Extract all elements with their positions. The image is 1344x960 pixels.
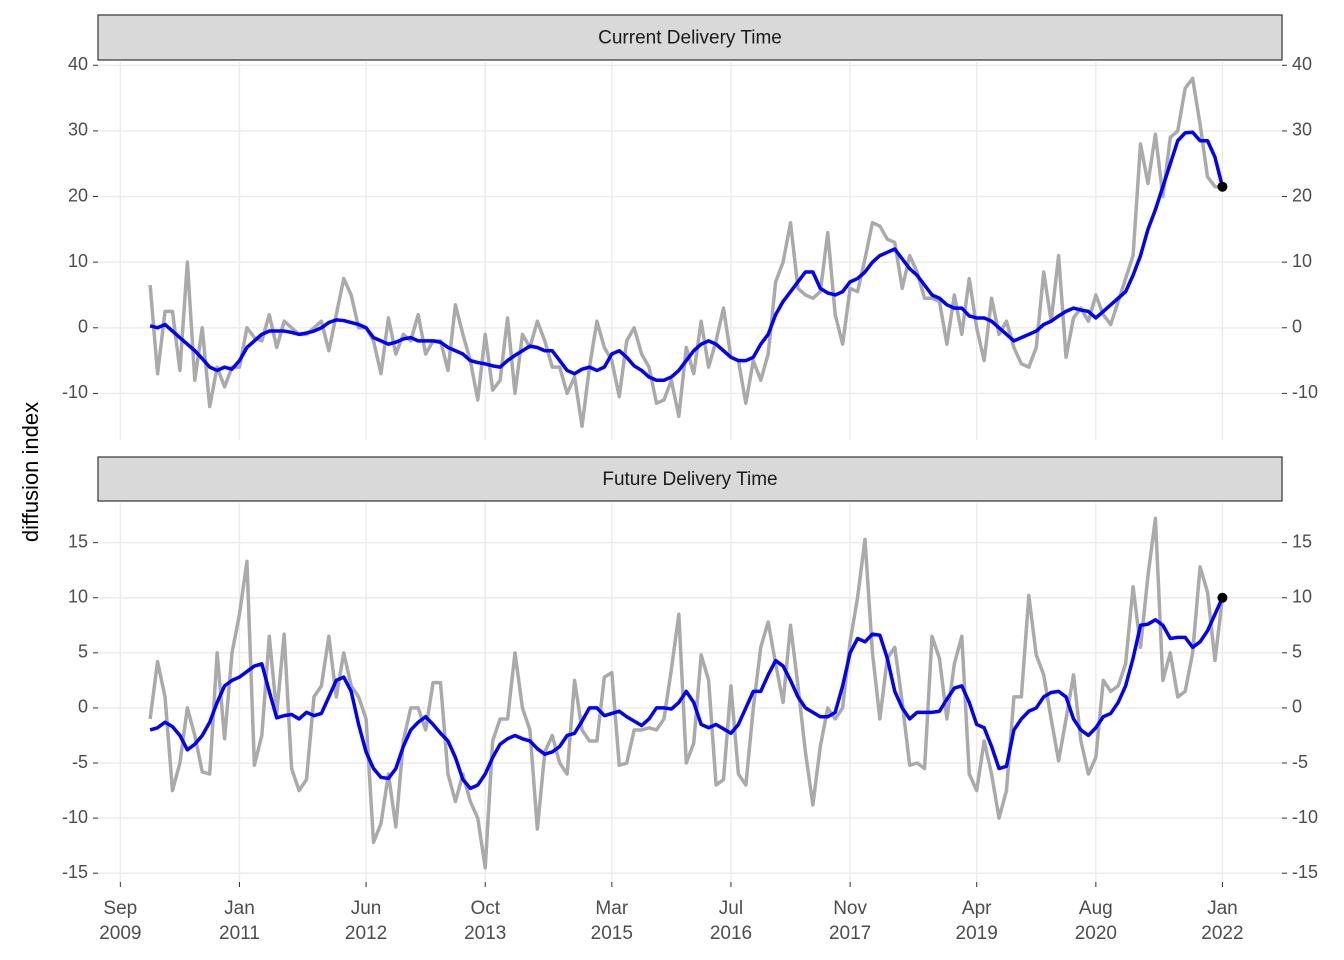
series-line [148,516,1225,870]
x-tick-label: Sep 2009 [99,898,142,944]
y2-tick-label: 0 [1292,697,1302,717]
y2-tick-label: -10 [1292,382,1318,402]
y2-tick-label: 0 [1292,317,1302,337]
x-tick-label: Apr 2019 [955,898,998,944]
y-tick-label: 15 [68,531,88,551]
series-line [148,76,1223,428]
y-tick-label: -10 [62,807,88,827]
y2-tick-label: -5 [1292,752,1308,772]
x-tick-label: Jan 2022 [1201,898,1244,944]
y-tick-label: 20 [68,185,88,205]
strip [97,456,1283,502]
y-tick-label: 30 [68,120,88,140]
x-tick-label: Mar 2015 [590,898,633,944]
end-point [1217,181,1228,192]
y2-tick-label: 5 [1292,642,1302,662]
y2-tick-label: 20 [1292,185,1312,205]
y2-tick-label: 30 [1292,120,1312,140]
y-tick-label: 10 [68,587,88,607]
y2-tick-label: 10 [1292,587,1312,607]
y2-tick-label: 40 [1292,54,1312,74]
panel-title: Future Delivery Time [602,469,777,490]
y-tick-label: 10 [68,251,88,271]
x-tick-label: Nov 2017 [828,898,872,944]
y-tick-label: 5 [78,642,88,662]
x-tick-label: Jul 2016 [709,898,753,944]
y-tick-label: -15 [62,862,88,882]
end-point [1217,592,1228,603]
y-tick-label: -10 [62,382,88,402]
y2-tick-label: 15 [1292,531,1312,551]
y-tick-label: -5 [72,752,88,772]
strip [97,14,1283,61]
x-tick-label: Jan 2011 [219,898,260,944]
y-tick-label: 40 [68,54,88,74]
y2-tick-label: 10 [1292,251,1312,271]
x-tick-label: Aug 2020 [1074,898,1117,944]
y-tick-label: 0 [78,697,88,717]
series-line [149,597,1225,791]
series-line [149,130,1225,383]
panel-title: Current Delivery Time [598,28,782,49]
y-tick-label: 0 [78,317,88,337]
y2-tick-label: -10 [1292,807,1318,827]
y2-tick-label: -15 [1292,862,1318,882]
x-tick-label: Oct 2013 [464,898,507,944]
x-tick-label: Jun 2012 [344,898,388,944]
y-axis-label: diffusion index [18,402,43,542]
